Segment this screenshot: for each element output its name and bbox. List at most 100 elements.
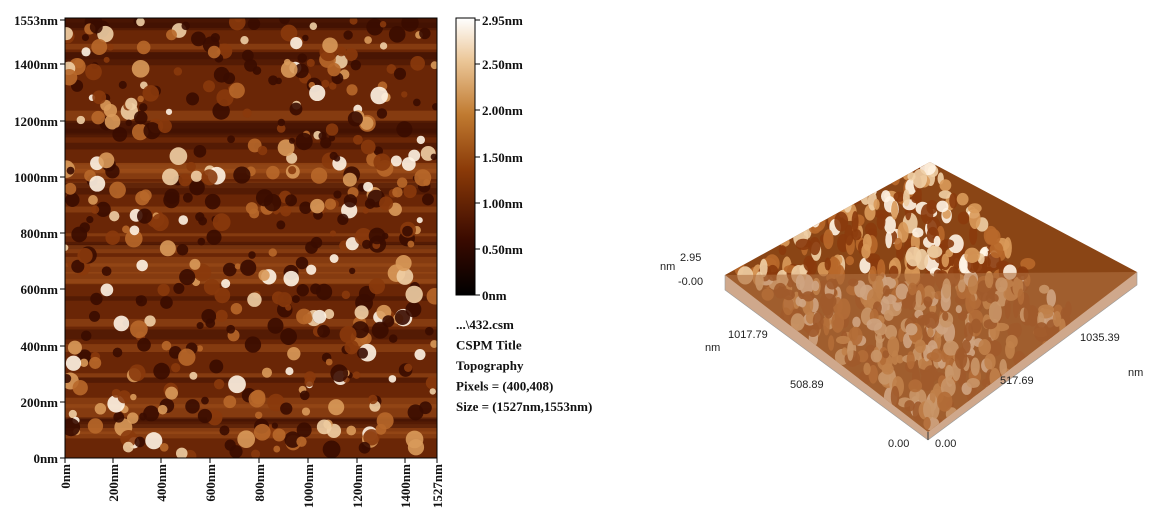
bump — [941, 239, 955, 248]
grain — [299, 201, 312, 214]
grain — [258, 270, 269, 281]
x-tick-label: 0nm — [58, 464, 73, 489]
grain — [343, 173, 357, 187]
y-tick-label: 600nm — [20, 282, 58, 297]
bump — [906, 247, 922, 267]
grain — [422, 193, 434, 205]
grain — [414, 349, 425, 360]
grain — [337, 214, 348, 225]
grain — [432, 103, 439, 110]
bump — [1091, 354, 1104, 372]
grain — [288, 166, 296, 174]
grain — [119, 81, 127, 89]
bump — [986, 399, 996, 413]
afm-figure: nm 2.95 -0.00 1017.79 nm 508.89 0.00 0.0… — [0, 0, 1149, 514]
bump — [1024, 397, 1038, 409]
bump — [1100, 361, 1107, 370]
grain — [353, 371, 361, 379]
grain — [163, 192, 179, 208]
bump — [843, 194, 852, 213]
grain — [125, 98, 137, 110]
grain — [290, 37, 302, 49]
grain — [176, 448, 188, 460]
grain — [137, 209, 152, 224]
grain — [237, 430, 255, 448]
grain — [213, 213, 231, 231]
grain — [277, 292, 292, 307]
grain — [91, 39, 107, 55]
grain — [361, 140, 376, 155]
info-text: CSPM Title — [456, 338, 522, 353]
grain — [355, 305, 369, 319]
grain — [191, 31, 206, 46]
grain — [235, 263, 241, 269]
grain — [404, 364, 412, 372]
bump — [1036, 371, 1050, 379]
bump — [1054, 353, 1067, 363]
grain — [326, 359, 333, 366]
bump — [986, 400, 995, 417]
bump — [1093, 385, 1107, 395]
grain — [191, 171, 202, 182]
bump — [1022, 395, 1035, 413]
bump — [1047, 383, 1062, 397]
grain — [143, 122, 160, 139]
grain — [268, 318, 284, 334]
grain — [296, 437, 306, 447]
bump — [760, 259, 768, 277]
grain — [89, 311, 100, 322]
bump — [863, 234, 872, 251]
right-axis-label: 0.00 — [935, 438, 956, 450]
grain — [136, 18, 145, 27]
grain — [280, 328, 297, 345]
bump — [852, 211, 859, 232]
y-tick-label: 800nm — [20, 226, 58, 241]
grain — [373, 153, 390, 170]
y-tick-label: 0nm — [33, 451, 58, 466]
bump — [974, 405, 990, 416]
bump — [1103, 373, 1119, 389]
bump — [1070, 367, 1084, 382]
grain — [95, 403, 107, 415]
grain — [209, 360, 223, 374]
grain — [368, 395, 377, 404]
grain — [248, 18, 261, 31]
grain — [74, 59, 84, 69]
bump — [1111, 361, 1121, 371]
grain — [389, 334, 397, 342]
grain — [85, 64, 102, 81]
grain — [413, 99, 421, 107]
grain — [114, 316, 130, 332]
bump — [1107, 375, 1119, 383]
info-text: Topography — [456, 358, 524, 373]
grain — [405, 286, 422, 303]
grain — [130, 225, 140, 235]
grain — [379, 196, 393, 210]
colorbar-label: 2.00nm — [482, 103, 523, 118]
grain — [201, 309, 216, 324]
grain — [214, 287, 230, 303]
grain — [68, 341, 82, 355]
y-tick-label: 400nm — [20, 339, 58, 354]
grain — [228, 375, 246, 393]
grain — [376, 424, 387, 435]
grain — [130, 394, 136, 400]
bump — [891, 174, 900, 186]
grain — [365, 198, 375, 208]
grain — [423, 179, 430, 186]
grain — [189, 259, 200, 270]
bump — [1033, 363, 1044, 378]
left-axis-label: 508.89 — [790, 379, 824, 391]
grain — [248, 251, 256, 259]
grain — [160, 443, 169, 452]
grain — [401, 14, 418, 31]
grain — [198, 409, 212, 423]
grain — [183, 193, 193, 203]
grain — [300, 391, 310, 401]
grain — [194, 145, 207, 158]
grain — [130, 320, 148, 338]
bump — [927, 246, 942, 258]
grain — [225, 440, 236, 451]
grain — [304, 377, 314, 387]
grain — [137, 338, 151, 352]
